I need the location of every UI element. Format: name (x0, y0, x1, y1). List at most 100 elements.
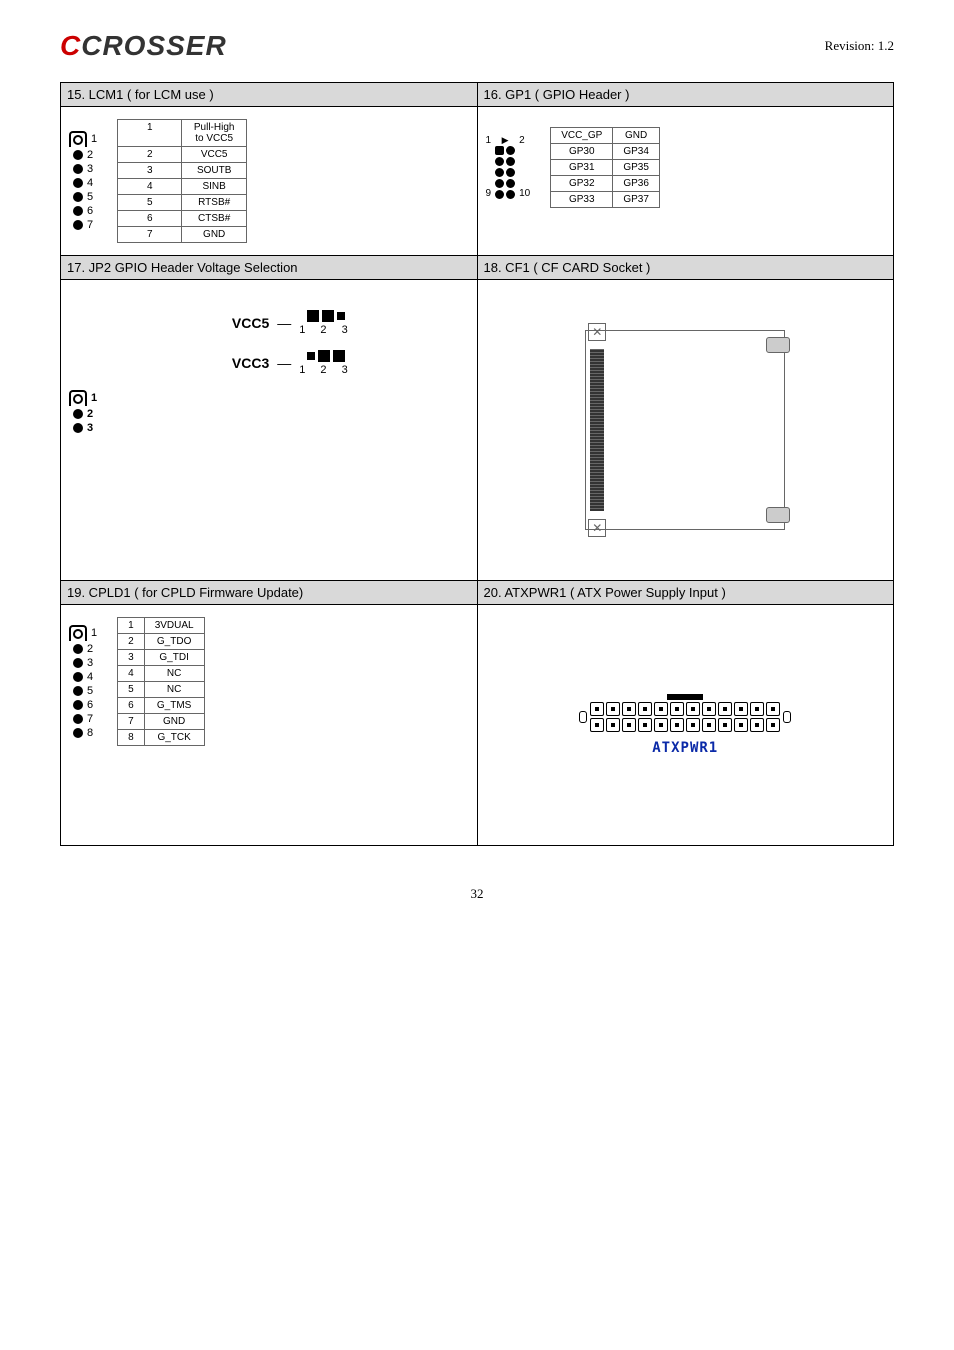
pin-sig-cell: NC (144, 682, 204, 698)
cf-socket-icon (585, 330, 785, 530)
pin-num-cell: 5 (118, 682, 145, 698)
jp2-num-3: 3 (87, 422, 93, 434)
atx-pin-icon (670, 718, 684, 732)
gp1-row: GP31GP35 (551, 159, 660, 175)
atx-pin-icon (622, 702, 636, 716)
pin-sig-cell: G_TDO (144, 634, 204, 650)
pin-number: 4 (87, 671, 93, 683)
pin-number: 5 (87, 191, 93, 203)
pin-number: 3 (87, 163, 93, 175)
pin-row: 13VDUAL (118, 618, 204, 634)
connector-pin: 4 (73, 177, 93, 189)
body-17: 1 2 3 VCC5 — 1 2 3 VCC3 — (61, 280, 477, 580)
vcc3-label: VCC3 (232, 355, 269, 371)
pin-row: 5NC (118, 682, 204, 698)
atxpwr1-label: ATXPWR1 (652, 740, 718, 756)
pin-num-cell: 4 (118, 179, 182, 195)
logo-c-icon: C (60, 30, 81, 61)
gp1-cell: GP34 (613, 143, 660, 159)
cell-17: 17. JP2 GPIO Header Voltage Selection 1 … (61, 256, 478, 581)
gp1-cell: VCC_GP (551, 127, 613, 143)
pin-number: 8 (87, 727, 93, 739)
cell-15: 15. LCM1 ( for LCM use ) 1234567 1Pull-H… (61, 83, 478, 256)
atx-pin-icon (606, 718, 620, 732)
atx-pin-icon (766, 718, 780, 732)
connector-pin: 5 (73, 685, 93, 697)
vcc5-label: VCC5 (232, 315, 269, 331)
atx-pin-icon (734, 702, 748, 716)
gp1-row: VCC_GPGND (551, 127, 660, 143)
gp1-cell: GP37 (613, 191, 660, 207)
cpld1-pin-table: 13VDUAL2G_TDO3G_TDI4NC5NC6G_TMS7GND8G_TC… (117, 617, 204, 746)
atx-pin-icon (654, 702, 668, 716)
pin-number: 6 (87, 699, 93, 711)
cell-19: 19. CPLD1 ( for CPLD Firmware Update) 12… (61, 581, 478, 846)
pin-sig-cell: NC (144, 666, 204, 682)
atx-pin-icon (638, 702, 652, 716)
atx-pin-icon (670, 702, 684, 716)
pin-sig-cell: G_TDI (144, 650, 204, 666)
pin-row: 8G_TCK (118, 730, 204, 746)
gp1-row: GP30GP34 (551, 143, 660, 159)
connector-pin: 2 (73, 643, 93, 655)
gp1-cell: GP35 (613, 159, 660, 175)
atx-pin-icon (718, 702, 732, 716)
pin-num-cell: 3 (118, 650, 145, 666)
pin-num-cell: 8 (118, 730, 145, 746)
pin-num-cell: 6 (118, 698, 145, 714)
pin-sig-cell: G_TCK (144, 730, 204, 746)
jp2-num-1: 1 (91, 392, 97, 404)
pin-number: 6 (87, 205, 93, 217)
gp1-cell: GP33 (551, 191, 613, 207)
header-pin-icon (506, 146, 515, 155)
connector-pin: 5 (73, 191, 93, 203)
header-pin-icon (506, 157, 515, 166)
header-pin-icon (495, 179, 504, 188)
pin-sig-cell: SINB (182, 179, 246, 195)
pin-row: 5RTSB# (118, 195, 247, 211)
pin-number: 2 (87, 643, 93, 655)
pin-number: 7 (87, 713, 93, 725)
pin-row: 7GND (118, 227, 247, 243)
body-20: ATXPWR1 (478, 605, 894, 845)
title-15: 15. LCM1 ( for LCM use ) (61, 83, 477, 107)
logo-text: CROSSER (81, 30, 226, 61)
cell-18: 18. CF1 ( CF CARD Socket ) (477, 256, 894, 581)
pin-num-cell: 3 (118, 163, 182, 179)
connector-pin: 3 (73, 163, 93, 175)
jp2-num-2: 2 (87, 408, 93, 420)
pin-num-cell: 1 (118, 618, 145, 634)
pin-num-cell: 1 (118, 120, 182, 147)
pin-sig-cell: CTSB# (182, 211, 246, 227)
header-pin-icon (506, 179, 515, 188)
cpld1-connector-icon: 12345678 (69, 625, 97, 739)
pin-sig-cell: Pull-High to VCC5 (182, 120, 246, 147)
pin-row: 6G_TMS (118, 698, 204, 714)
pin-sig-cell: G_TMS (144, 698, 204, 714)
pin-row: 4SINB (118, 179, 247, 195)
pin-number: 4 (87, 177, 93, 189)
atx-pin-icon (590, 702, 604, 716)
connector-pin: 7 (73, 219, 93, 231)
gp1-row: GP32GP36 (551, 175, 660, 191)
header-pin-icon (506, 190, 515, 199)
body-19: 12345678 13VDUAL2G_TDO3G_TDI4NC5NC6G_TMS… (61, 605, 477, 758)
body-15: 1234567 1Pull-High to VCC52VCC53SOUTB4SI… (61, 107, 477, 255)
connector-pin: 6 (73, 699, 93, 711)
body-18 (478, 280, 894, 580)
title-19: 19. CPLD1 ( for CPLD Firmware Update) (61, 581, 477, 605)
pin-row: 3G_TDI (118, 650, 204, 666)
atx-pin-icon (702, 702, 716, 716)
title-20: 20. ATXPWR1 ( ATX Power Supply Input ) (478, 581, 894, 605)
pin-sig-cell: VCC5 (182, 147, 246, 163)
header-pin-icon (495, 146, 504, 155)
gp1-pin10-label: 10 (519, 188, 530, 199)
pin-row: 2G_TDO (118, 634, 204, 650)
pin-row: 1Pull-High to VCC5 (118, 120, 247, 147)
pin-num-cell: 2 (118, 147, 182, 163)
connector-pin: 1 (69, 625, 97, 641)
atx-pin-icon (686, 702, 700, 716)
cell-20: 20. ATXPWR1 ( ATX Power Supply Input ) A… (477, 581, 894, 846)
atx-pin-icon (638, 718, 652, 732)
pin-num-cell: 4 (118, 666, 145, 682)
